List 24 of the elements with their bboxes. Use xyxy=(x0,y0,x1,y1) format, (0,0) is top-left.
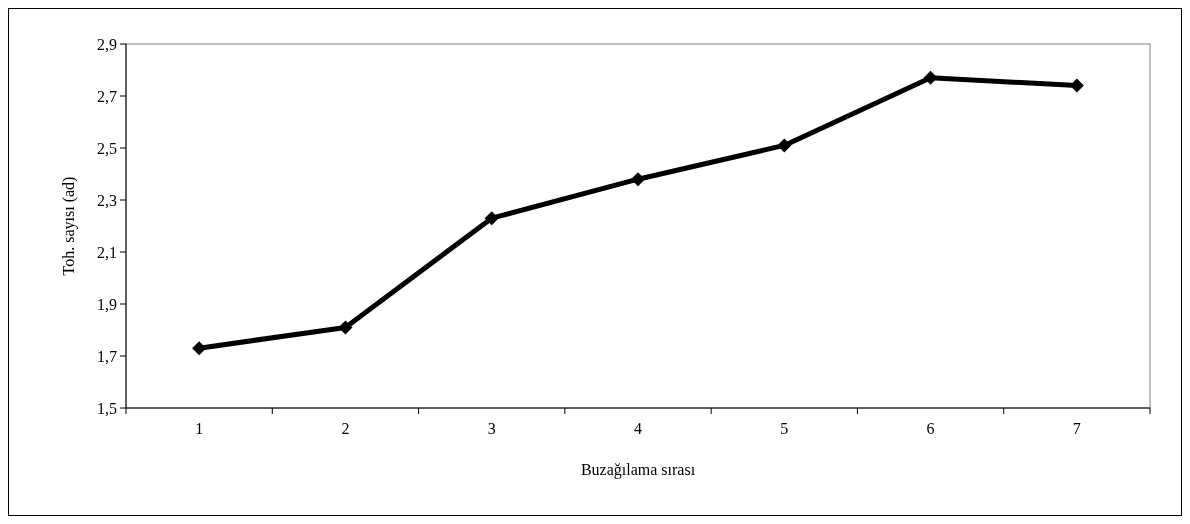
point xyxy=(777,138,792,153)
point xyxy=(192,341,207,356)
y-tick-label: 2,7 xyxy=(97,87,117,105)
y-tick-label: 2,1 xyxy=(97,243,117,261)
y-tick-label: 2,3 xyxy=(97,191,117,209)
x-tick-label: 4 xyxy=(634,420,642,437)
point xyxy=(1069,78,1084,93)
y-tick-label: 1,7 xyxy=(97,347,117,365)
y-tick-label: 2,5 xyxy=(97,139,117,157)
y-tick-label: 1,5 xyxy=(97,399,117,417)
y-axis-title: Toh. sayısı (ad) xyxy=(60,176,78,276)
x-tick-label: 5 xyxy=(780,420,789,437)
point xyxy=(338,320,353,335)
y-tick-label: 1,9 xyxy=(97,295,117,313)
y-tick-label: 2,9 xyxy=(97,35,117,53)
point xyxy=(484,211,499,226)
x-tick-label: 6 xyxy=(926,420,935,437)
x-tick-label: 3 xyxy=(487,420,496,437)
x-tick-label: 1 xyxy=(195,420,204,437)
x-tick-label: 7 xyxy=(1072,420,1081,437)
x-axis-title: Buzağılama sırası xyxy=(580,461,696,479)
x-tick-label: 2 xyxy=(341,420,350,437)
point xyxy=(923,70,938,85)
point xyxy=(631,172,645,187)
